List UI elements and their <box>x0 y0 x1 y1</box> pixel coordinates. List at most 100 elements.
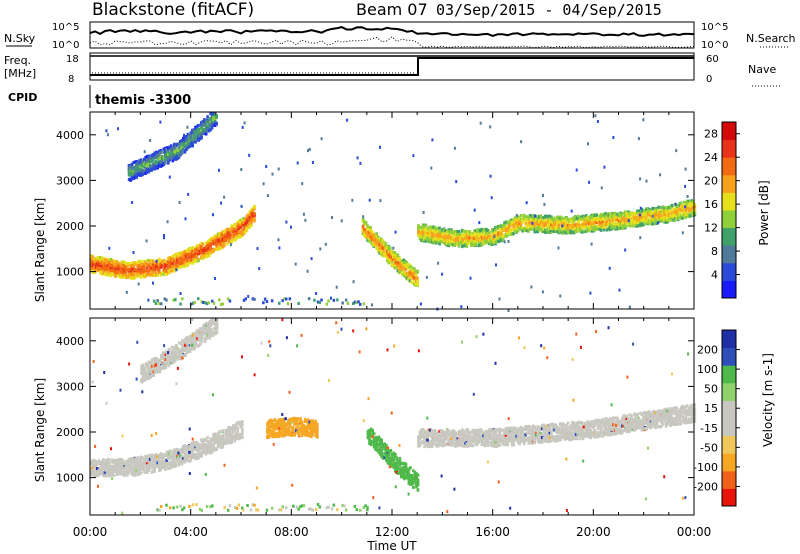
power-cell <box>372 238 375 242</box>
power-cell <box>228 299 232 303</box>
power-cell <box>554 225 558 229</box>
power-cell <box>643 210 647 214</box>
power-cell <box>524 218 527 222</box>
colorbar-frame <box>721 121 737 299</box>
nsky-series <box>89 26 695 37</box>
power-cell <box>442 228 446 232</box>
power-cell <box>589 226 592 230</box>
power-cell <box>277 167 280 171</box>
power-cell <box>444 242 447 246</box>
velocity-cell <box>114 469 117 473</box>
power-cell <box>173 147 176 150</box>
power-cell <box>316 300 320 304</box>
velocity-cell <box>129 465 132 468</box>
power-cell <box>144 263 147 267</box>
power-cell <box>595 227 598 231</box>
velocity-cell <box>130 457 134 460</box>
power-cell <box>179 262 182 266</box>
power-cell <box>524 215 527 219</box>
power-cell <box>655 219 659 223</box>
power-cell <box>195 248 199 251</box>
power-cell <box>381 247 384 251</box>
power-cell <box>222 244 226 248</box>
power-cell <box>461 240 464 244</box>
power-cell <box>637 217 641 221</box>
velocity-cell <box>108 458 111 462</box>
power-cell <box>173 267 176 271</box>
power-cell <box>687 212 691 216</box>
power-cell <box>619 216 623 220</box>
power-cell <box>619 226 623 230</box>
power-cell <box>692 200 695 203</box>
power-cell <box>624 224 627 228</box>
power-cell <box>105 271 108 275</box>
power-cell <box>541 290 544 294</box>
power-cell <box>433 237 437 240</box>
power-cell <box>126 268 129 272</box>
power-cell <box>589 214 592 218</box>
power-cell <box>209 244 212 248</box>
power-cell <box>410 280 413 284</box>
power-cell <box>167 266 170 270</box>
power-cell <box>161 159 164 163</box>
power-cell <box>539 227 543 231</box>
power-cell <box>648 213 651 217</box>
power-cell <box>183 145 187 149</box>
power-cell <box>432 234 435 237</box>
power-cell <box>132 267 135 270</box>
power-cell <box>636 221 639 225</box>
power-cell <box>548 230 552 234</box>
power-cell <box>581 223 585 227</box>
power-cell <box>507 225 511 229</box>
power-cell <box>598 220 601 224</box>
power-cell <box>189 256 193 260</box>
power-cell <box>473 231 476 235</box>
power-cell <box>473 208 476 212</box>
power-cell <box>164 161 167 165</box>
power-cell <box>420 235 423 239</box>
power-cell <box>454 234 458 237</box>
power-cell <box>233 228 236 231</box>
power-cell <box>248 210 252 214</box>
power-cell <box>518 220 521 224</box>
power-cell <box>307 149 309 153</box>
power-cell <box>551 229 555 233</box>
velocity-cell <box>141 462 144 466</box>
power-cell <box>600 186 603 190</box>
power-cell <box>144 261 147 265</box>
power-cell <box>563 230 567 234</box>
power-cell <box>150 157 153 161</box>
power-cell <box>512 224 515 227</box>
power-cell <box>191 250 194 254</box>
power-cell <box>369 226 372 230</box>
velocity-cell <box>112 464 116 468</box>
power-cell <box>203 120 206 123</box>
power-cell <box>368 198 371 202</box>
power-cell <box>566 223 570 227</box>
power-cell <box>133 261 137 265</box>
power-cell <box>198 127 202 131</box>
power-cell <box>194 125 197 129</box>
power-cell <box>218 243 221 247</box>
power-cell <box>373 240 377 244</box>
power-cell <box>181 297 184 301</box>
power-cell <box>636 215 639 219</box>
nsky-panel-frame <box>89 21 695 49</box>
power-cell <box>296 161 299 165</box>
power-cell <box>612 136 615 139</box>
velocity-cell <box>135 466 138 470</box>
power-cell <box>559 219 562 223</box>
power-cell <box>139 173 143 177</box>
power-cell <box>516 224 520 228</box>
velocity-cell <box>114 467 117 471</box>
power-cell <box>587 219 591 223</box>
velocity-cell <box>130 472 134 476</box>
power-cell <box>245 228 249 232</box>
power-cell <box>102 271 105 275</box>
power-cell <box>636 218 639 222</box>
power-cell <box>179 142 182 146</box>
power-cell <box>100 259 104 263</box>
power-cell <box>592 219 595 223</box>
power-cell <box>666 220 669 224</box>
power-cell <box>242 223 246 227</box>
